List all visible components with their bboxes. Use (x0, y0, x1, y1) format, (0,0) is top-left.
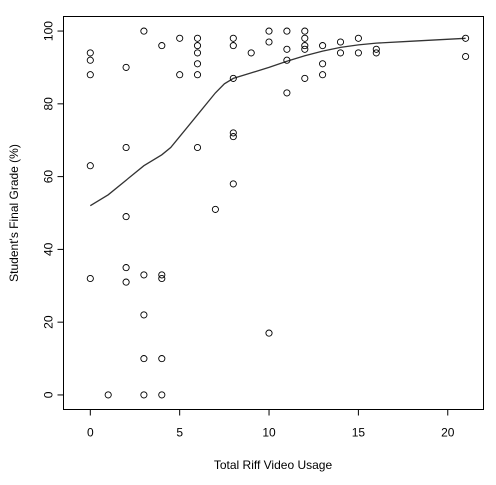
data-point (301, 74, 309, 82)
data-point (104, 391, 112, 399)
data-point (265, 27, 273, 35)
data-point (122, 143, 130, 152)
data-point (301, 45, 309, 53)
data-point (229, 34, 237, 42)
data-points (86, 27, 470, 399)
data-point (193, 143, 202, 152)
data-point (336, 49, 345, 57)
data-point (229, 133, 237, 141)
data-point (462, 52, 470, 61)
data-point (211, 205, 219, 213)
data-point (176, 71, 184, 79)
data-point (229, 42, 237, 50)
data-point (122, 213, 130, 221)
data-point (247, 49, 255, 57)
data-point (301, 42, 309, 50)
x-tick-label: 5 (176, 426, 183, 440)
data-point (86, 56, 94, 64)
data-point (140, 27, 148, 35)
data-point (283, 27, 291, 35)
data-point (140, 311, 148, 319)
data-point (354, 34, 362, 42)
data-point (86, 274, 94, 283)
x-tick-label: 15 (352, 426, 366, 440)
data-point (86, 71, 94, 79)
data-point (193, 71, 202, 79)
data-point (176, 34, 184, 42)
data-point (319, 42, 327, 50)
y-tick-label: 40 (42, 242, 56, 256)
data-point (193, 60, 202, 68)
data-point (158, 274, 166, 283)
x-tick-label: 20 (441, 426, 455, 440)
data-point (140, 391, 148, 399)
y-axis-title: Student's Final Grade (%) (7, 144, 21, 282)
data-point (140, 355, 148, 363)
data-point (283, 45, 291, 53)
data-point (372, 45, 380, 53)
y-tick-label: 20 (42, 315, 56, 329)
data-point (86, 49, 94, 57)
y-tick-label: 80 (42, 97, 56, 111)
data-point (336, 38, 345, 46)
smooth-trend-line (89, 37, 466, 207)
data-point (158, 355, 166, 363)
data-point (283, 56, 291, 64)
plot-frame (63, 16, 484, 410)
data-point (229, 129, 237, 137)
data-point (265, 329, 273, 337)
y-tick-label: 60 (42, 170, 56, 184)
x-tick-label: 0 (87, 426, 94, 440)
x-axis: 0 5 10 15 20 (87, 409, 455, 440)
y-axis: 0 20 40 60 80 100 (42, 21, 64, 398)
data-point (319, 71, 327, 79)
data-point (354, 49, 362, 57)
data-point (462, 34, 470, 42)
data-point (319, 60, 327, 68)
data-point (229, 180, 237, 188)
data-point (193, 42, 202, 50)
data-point (193, 34, 202, 42)
data-point (229, 74, 237, 82)
y-tick-label: 100 (42, 21, 56, 41)
data-point (122, 63, 130, 71)
data-point (122, 278, 130, 286)
y-tick-label: 0 (42, 391, 56, 398)
data-point (301, 34, 309, 42)
data-point (158, 391, 166, 399)
x-tick-label: 10 (262, 426, 276, 440)
x-axis-title: Total Riff Video Usage (214, 458, 333, 472)
data-point (265, 38, 273, 46)
data-point (86, 162, 94, 170)
data-point (122, 264, 130, 272)
data-point (158, 42, 166, 50)
data-point (140, 271, 148, 279)
data-point (158, 271, 166, 279)
data-point (301, 27, 309, 35)
data-point (193, 49, 202, 57)
data-point (283, 89, 291, 97)
data-point (372, 49, 380, 57)
